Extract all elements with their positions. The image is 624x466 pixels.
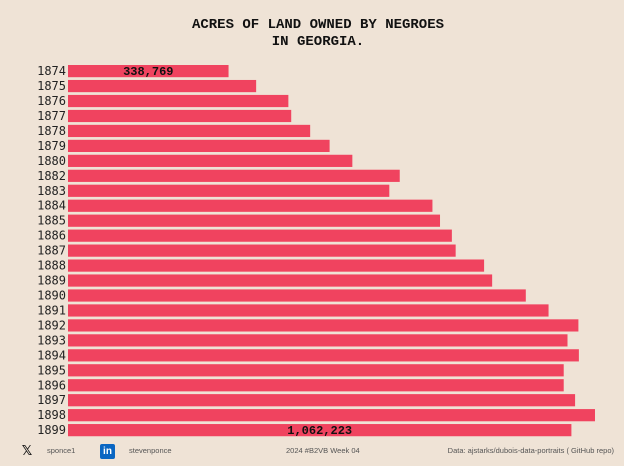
bar-1882 xyxy=(68,169,400,182)
bar-1876 xyxy=(68,94,289,108)
year-label: 1897 xyxy=(37,393,66,407)
chart-title-line-1: ACRES OF LAND OWNED BY NEGROES xyxy=(192,17,444,33)
year-label: 1899 xyxy=(37,423,66,437)
year-label: 1891 xyxy=(37,303,66,317)
year-label: 1879 xyxy=(37,139,66,153)
bar-1890 xyxy=(68,289,526,302)
linkedin-icon[interactable]: in xyxy=(100,444,115,459)
bar-1879 xyxy=(68,139,330,152)
bar-1884 xyxy=(68,199,433,212)
year-label: 1890 xyxy=(37,289,66,303)
bar-1897 xyxy=(68,394,576,407)
bar-1899 xyxy=(68,424,572,437)
year-label: 1889 xyxy=(37,274,66,288)
bar-1889 xyxy=(68,274,493,287)
bar-chart: ACRES OF LAND OWNED BY NEGROES IN GEORGI… xyxy=(37,17,595,438)
bar-1888 xyxy=(68,259,485,272)
year-label: 1885 xyxy=(37,214,66,228)
bar-1891 xyxy=(68,304,549,317)
year-label: 1892 xyxy=(37,318,66,332)
year-label: 1878 xyxy=(37,124,66,138)
bar-1894 xyxy=(68,349,579,362)
bar-1878 xyxy=(68,124,311,138)
bar-1885 xyxy=(68,214,441,227)
linkedin-handle[interactable]: stevenponce xyxy=(129,446,172,455)
bar-1880 xyxy=(68,154,353,167)
year-label: 1875 xyxy=(37,79,66,93)
x-logo-icon[interactable]: 𝕏 xyxy=(21,444,33,459)
bar-1892 xyxy=(68,319,579,332)
year-label: 1876 xyxy=(37,94,66,108)
value-label-1899: 1,062,223 xyxy=(287,424,352,438)
bar-1895 xyxy=(68,364,564,377)
bar-1886 xyxy=(68,229,452,242)
bar-1898 xyxy=(68,409,595,422)
week-label: 2024 #B2VB Week 04 xyxy=(286,446,360,455)
bar-1875 xyxy=(68,79,257,93)
year-label: 1888 xyxy=(37,259,66,273)
year-label: 1882 xyxy=(37,169,66,183)
year-label: 1893 xyxy=(37,333,66,347)
year-label: 1894 xyxy=(37,348,66,362)
year-label: 1883 xyxy=(37,184,66,198)
year-label: 1880 xyxy=(37,154,66,168)
year-label: 1874 xyxy=(37,64,66,78)
year-label: 1884 xyxy=(37,199,66,213)
year-label: 1887 xyxy=(37,244,66,258)
bar-1883 xyxy=(68,184,390,197)
x-handle[interactable]: sponce1 xyxy=(47,446,76,455)
bar-1896 xyxy=(68,379,564,392)
value-label-1874: 338,769 xyxy=(123,65,173,79)
footer: 𝕏 sponce1 in stevenponce 2024 #B2VB Week… xyxy=(0,440,624,466)
bar-1887 xyxy=(68,244,456,257)
bar-1874 xyxy=(68,65,229,78)
year-label: 1895 xyxy=(37,363,66,377)
year-label: 1886 xyxy=(37,229,66,243)
year-label: 1877 xyxy=(37,109,66,123)
chart-title-line-2: IN GEORGIA. xyxy=(272,34,364,50)
year-label: 1898 xyxy=(37,408,66,422)
bar-1877 xyxy=(68,109,292,123)
bar-1893 xyxy=(68,334,568,347)
data-source: Data: ajstarks/dubois-data-portraits ( G… xyxy=(447,446,614,455)
year-label: 1896 xyxy=(37,378,66,392)
